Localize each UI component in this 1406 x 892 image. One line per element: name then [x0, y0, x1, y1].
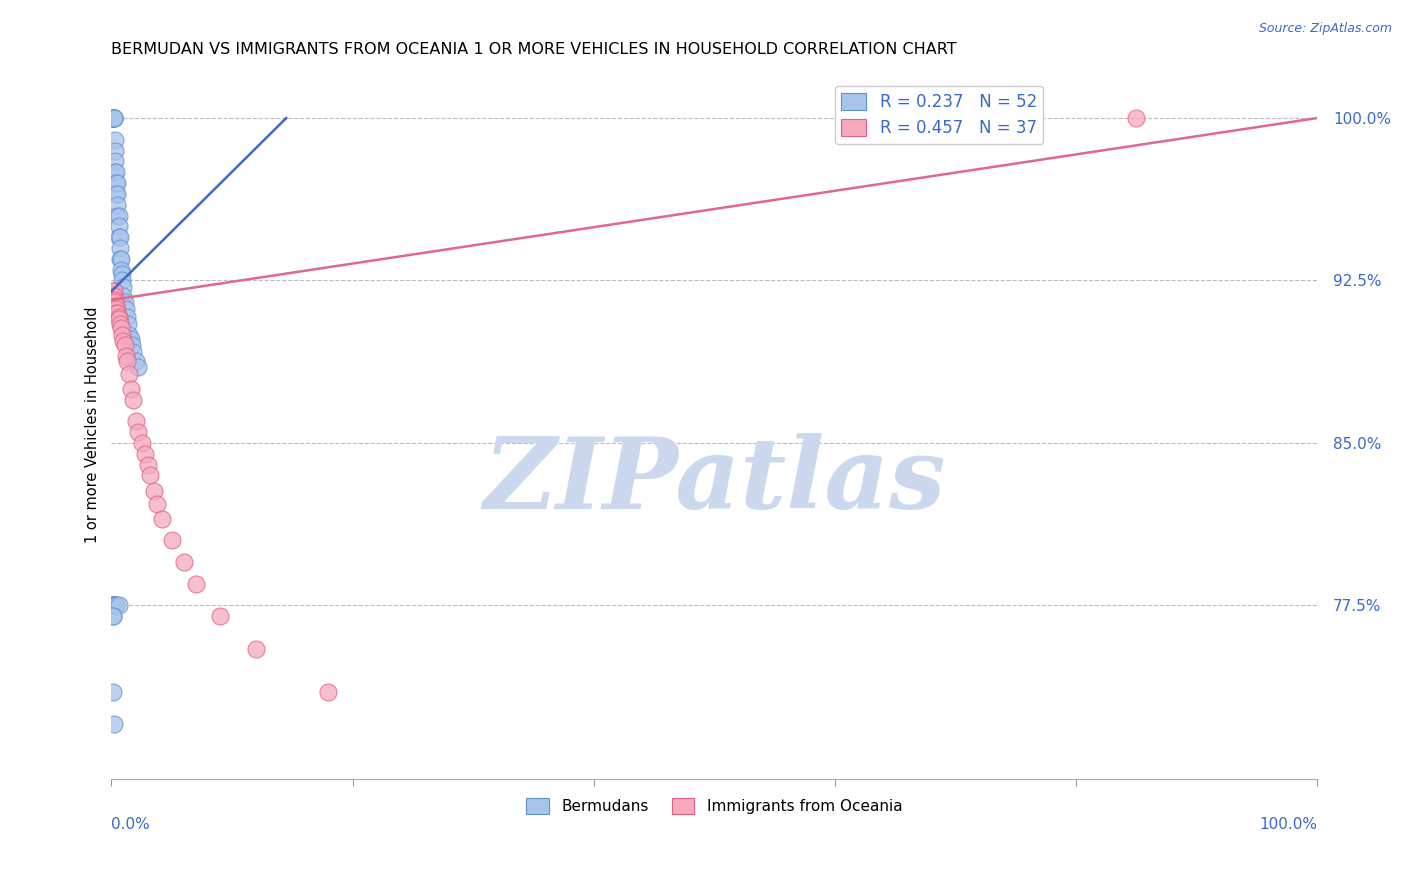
Point — [101, 285, 124, 299]
Point — [107, 306, 129, 320]
Point — [107, 197, 129, 211]
Point — [107, 209, 129, 223]
Point — [111, 267, 134, 281]
Point — [105, 186, 128, 201]
Point — [124, 414, 146, 428]
Point — [122, 345, 145, 359]
Text: Source: ZipAtlas.com: Source: ZipAtlas.com — [1258, 22, 1392, 36]
Point — [104, 133, 127, 147]
Point — [103, 717, 125, 731]
Point — [103, 111, 125, 125]
Point — [136, 458, 159, 472]
Point — [112, 288, 135, 302]
Point — [115, 310, 138, 325]
Point — [184, 576, 207, 591]
Point — [1125, 111, 1147, 125]
Point — [107, 230, 129, 244]
Point — [101, 685, 124, 699]
Point — [112, 334, 135, 348]
Point — [318, 685, 340, 699]
Point — [101, 111, 124, 125]
Point — [105, 300, 128, 314]
Point — [105, 301, 128, 316]
Point — [108, 241, 131, 255]
Point — [118, 367, 141, 381]
Point — [104, 144, 127, 158]
Point — [110, 252, 132, 266]
Point — [108, 317, 131, 331]
Point — [104, 295, 127, 310]
Point — [101, 609, 124, 624]
Y-axis label: 1 or more Vehicles in Household: 1 or more Vehicles in Household — [86, 306, 100, 542]
Point — [146, 496, 169, 510]
Point — [120, 382, 142, 396]
Point — [122, 392, 145, 407]
Point — [107, 306, 129, 320]
Point — [150, 511, 173, 525]
Point — [131, 435, 153, 450]
Point — [101, 111, 124, 125]
Point — [127, 360, 149, 375]
Point — [112, 280, 135, 294]
Point — [120, 332, 142, 346]
Point — [108, 230, 131, 244]
Point — [103, 599, 125, 613]
Point — [104, 154, 127, 169]
Text: ZIPatlas: ZIPatlas — [484, 433, 945, 529]
Point — [121, 338, 143, 352]
Point — [245, 641, 267, 656]
Point — [107, 176, 129, 190]
Point — [134, 447, 156, 461]
Point — [101, 111, 124, 125]
Point — [105, 599, 128, 613]
Point — [107, 219, 129, 234]
Point — [107, 599, 129, 613]
Point — [104, 599, 127, 613]
Legend: Bermudans, Immigrants from Oceania: Bermudans, Immigrants from Oceania — [520, 792, 908, 821]
Point — [107, 186, 129, 201]
Point — [107, 312, 129, 326]
Point — [115, 349, 138, 363]
Point — [115, 353, 138, 368]
Point — [142, 483, 165, 498]
Text: 100.0%: 100.0% — [1258, 817, 1317, 832]
Point — [101, 599, 124, 613]
Point — [110, 321, 132, 335]
Point — [173, 555, 195, 569]
Point — [104, 165, 127, 179]
Point — [105, 165, 128, 179]
Point — [160, 533, 183, 548]
Point — [101, 599, 124, 613]
Point — [208, 609, 231, 624]
Point — [118, 327, 141, 342]
Text: BERMUDAN VS IMMIGRANTS FROM OCEANIA 1 OR MORE VEHICLES IN HOUSEHOLD CORRELATION : BERMUDAN VS IMMIGRANTS FROM OCEANIA 1 OR… — [111, 42, 957, 57]
Point — [127, 425, 149, 439]
Point — [104, 293, 127, 307]
Point — [114, 295, 136, 310]
Point — [104, 599, 127, 613]
Point — [103, 111, 125, 125]
Point — [111, 273, 134, 287]
Point — [114, 338, 136, 352]
Point — [103, 285, 125, 299]
Point — [103, 111, 125, 125]
Point — [124, 353, 146, 368]
Point — [103, 111, 125, 125]
Point — [117, 317, 139, 331]
Text: 0.0%: 0.0% — [111, 817, 150, 832]
Point — [107, 310, 129, 325]
Point — [101, 609, 124, 624]
Point — [103, 288, 125, 302]
Point — [111, 327, 134, 342]
Point — [105, 176, 128, 190]
Point — [110, 262, 132, 277]
Point — [103, 599, 125, 613]
Point — [139, 468, 162, 483]
Point — [107, 209, 129, 223]
Point — [108, 252, 131, 266]
Point — [115, 301, 138, 316]
